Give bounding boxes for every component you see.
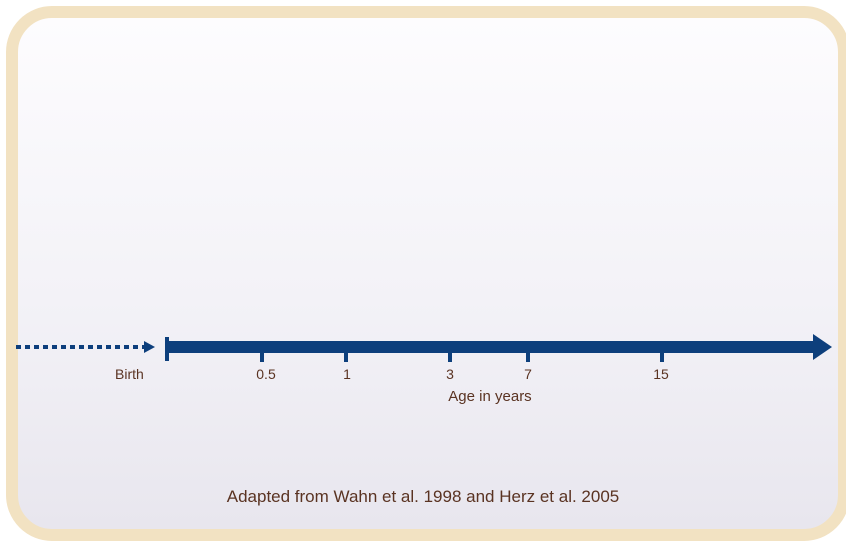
birth-label: Birth <box>115 366 144 382</box>
tick-label-15: 15 <box>653 366 669 382</box>
timeline-bar <box>165 341 815 353</box>
tick-7 <box>526 350 530 362</box>
prenatal-arrowhead <box>144 341 155 353</box>
tick-15 <box>660 350 664 362</box>
timeline-arrowhead <box>813 334 832 360</box>
tick-label-7: 7 <box>524 366 532 382</box>
tick-label-0-5: 0.5 <box>256 366 276 382</box>
tick-label-3: 3 <box>446 366 454 382</box>
birth-tick <box>165 337 169 361</box>
citation: Adapted from Wahn et al. 1998 and Herz e… <box>226 487 620 506</box>
tick-0-5 <box>260 350 264 362</box>
tick-label-1: 1 <box>343 366 351 382</box>
tick-3 <box>448 350 452 362</box>
axis-title: Age in years <box>448 388 532 405</box>
tick-1 <box>344 350 348 362</box>
